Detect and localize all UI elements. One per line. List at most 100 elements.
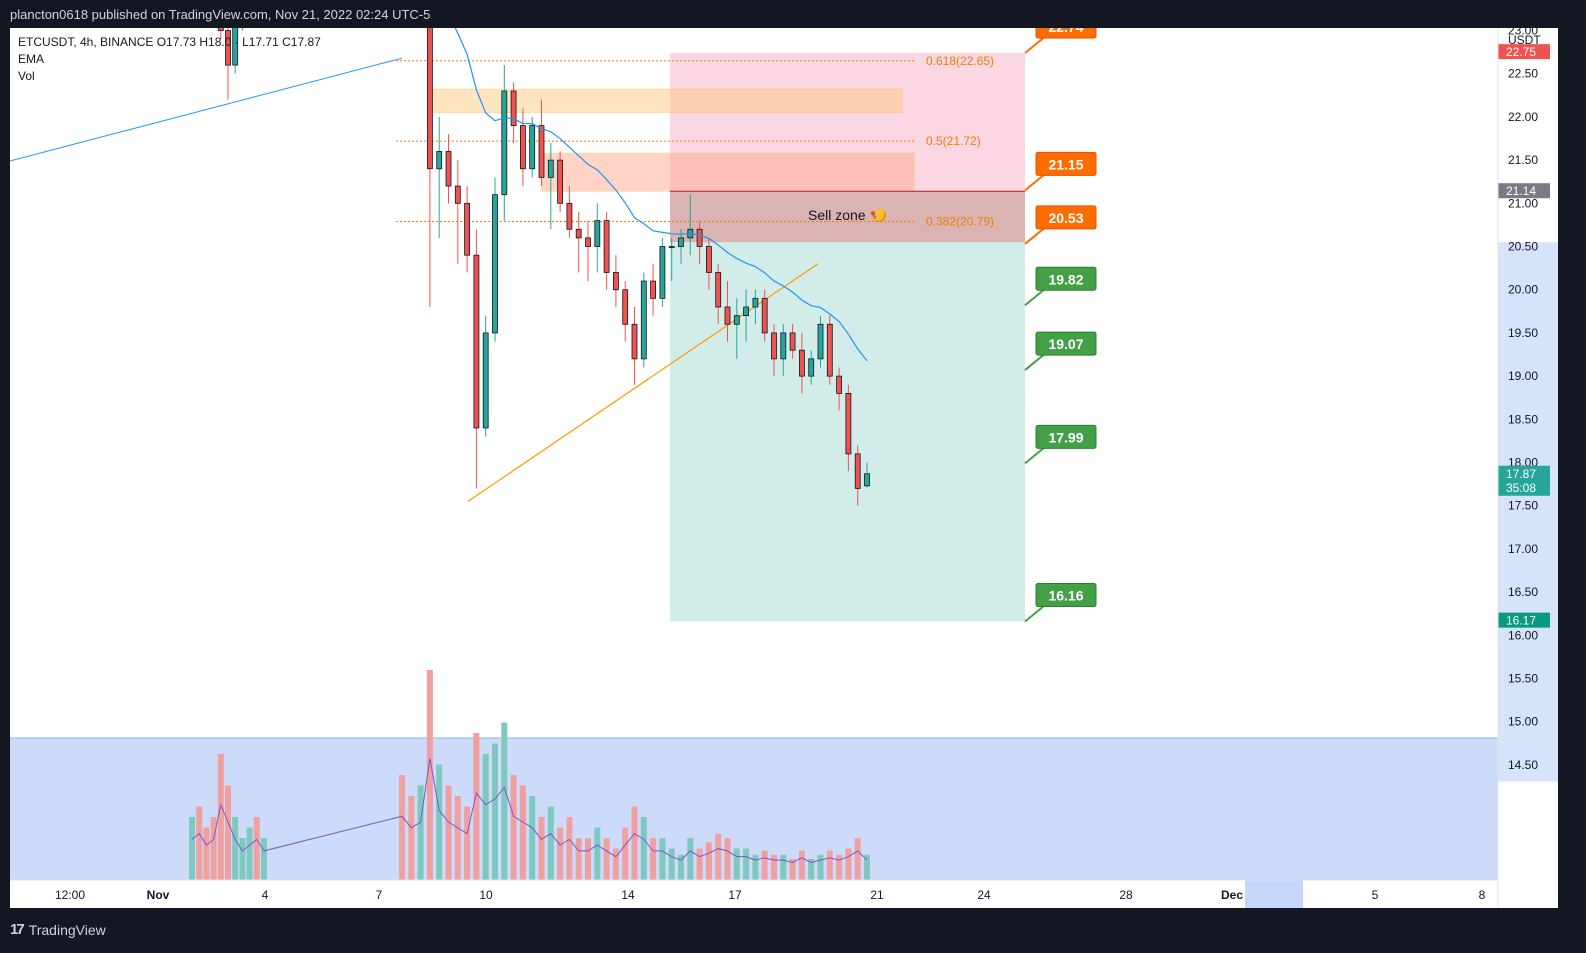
volume-bar	[436, 764, 443, 880]
candles-group	[217, 0, 870, 506]
candle-body	[789, 332, 796, 351]
candle-body	[426, 0, 433, 170]
candle-body	[566, 202, 573, 230]
time-tick-label: 24	[977, 888, 991, 902]
candle-body	[529, 125, 536, 170]
price-tick-label: 19.50	[1508, 326, 1538, 340]
volume-bar	[253, 817, 260, 880]
volume-bar	[752, 854, 759, 880]
candle-body	[445, 151, 452, 187]
volume-bar	[482, 754, 489, 880]
candle-body	[547, 159, 554, 178]
volume-bar	[529, 796, 536, 880]
volume-bar	[808, 859, 815, 880]
volume-bar	[705, 842, 712, 880]
volume-bar	[399, 775, 405, 880]
brand-name: TradingView	[28, 921, 106, 938]
volume-bar	[798, 850, 805, 880]
chart-area[interactable]: Sell zone 🍤0.786(23.99)0.618(22.65)0.5(2…	[9, 0, 1558, 908]
volume-bar	[780, 854, 787, 880]
volume-bar	[203, 827, 210, 880]
tradingview-logo[interactable]: 17 TradingView	[10, 921, 106, 938]
candle-body	[761, 297, 768, 334]
volume-bar	[687, 838, 694, 880]
candle-body	[585, 237, 591, 247]
price-chart[interactable]: Sell zone 🍤0.786(23.99)0.618(22.65)0.5(2…	[9, 0, 1558, 908]
volume-bar	[210, 817, 217, 880]
price-tick-label: 19.00	[1508, 369, 1538, 383]
volume-bar	[557, 827, 564, 880]
price-tick-label: 15.00	[1508, 715, 1538, 729]
price-tick-label: 20.50	[1508, 240, 1538, 254]
volume-bar	[519, 785, 526, 880]
price-axis-unit: USDT	[1508, 33, 1541, 47]
price-badge-2	[1498, 465, 1550, 496]
time-axis-highlight	[1245, 880, 1303, 908]
volume-bar	[538, 817, 545, 880]
candle-body	[706, 246, 712, 273]
candle-body	[603, 220, 610, 273]
publish-header: plancton0618 published on TradingView.co…	[0, 0, 1586, 28]
price-badge-0	[1498, 44, 1550, 60]
volume-bar	[585, 838, 591, 880]
supply-box-lower	[541, 152, 915, 192]
time-tick-label: Dec	[1221, 888, 1243, 902]
volume-bar	[836, 854, 843, 880]
price-badge-3	[1498, 612, 1550, 628]
time-tick-label: 5	[1372, 888, 1379, 902]
volume-ma-line	[191, 758, 868, 863]
time-tick-label: 21	[870, 888, 884, 902]
price-badge-timer-2: 35:08	[1506, 481, 1536, 495]
volume-bar	[854, 838, 861, 880]
candle-body	[808, 358, 815, 377]
volume-bar	[826, 850, 833, 880]
volume-bar	[603, 838, 610, 880]
price-axis-highlight	[1498, 242, 1558, 782]
volume-bar	[408, 796, 415, 880]
candle-body	[733, 315, 740, 325]
candle-body	[557, 159, 563, 204]
price-tick-label: 17.00	[1508, 542, 1538, 556]
volume-indicator-label[interactable]: Vol	[18, 69, 35, 83]
time-tick-label: 4	[262, 888, 269, 902]
volume-bar	[501, 722, 508, 880]
candle-body	[780, 332, 787, 360]
volume-bar	[696, 848, 703, 880]
candle-body	[668, 246, 675, 248]
price-badge-label-0: 22.75	[1506, 45, 1536, 59]
price-badge-label-1: 21.14	[1506, 184, 1536, 198]
volume-bar	[225, 785, 231, 880]
volume-bar	[640, 817, 647, 880]
callout-box-2	[1035, 205, 1097, 230]
time-tick-label: Nov	[147, 888, 170, 902]
volume-bar	[239, 838, 246, 880]
price-tick-label: 22.00	[1508, 110, 1538, 124]
price-badge-label-3: 16.17	[1506, 614, 1536, 628]
callout-box-3	[1035, 266, 1097, 291]
volume-bar	[743, 848, 750, 880]
volume-bar	[845, 848, 852, 880]
candle-body	[771, 332, 777, 360]
candle-body	[817, 323, 824, 360]
candle-body	[836, 375, 842, 394]
price-badge-1	[1498, 183, 1550, 199]
volume-bar	[445, 785, 452, 880]
fib-label-3: 0.382(20.79)	[926, 214, 994, 228]
fib-label-1: 0.618(22.65)	[926, 54, 994, 68]
candle-body	[659, 246, 666, 299]
time-tick-label: 7	[376, 888, 383, 902]
time-tick-label: 12:00	[55, 888, 85, 902]
volume-bar	[566, 817, 573, 880]
candle-body	[845, 393, 852, 455]
ema-indicator-label[interactable]: EMA	[18, 52, 45, 66]
price-tick-label: 21.50	[1508, 153, 1538, 167]
price-tick-label: 22.50	[1508, 67, 1538, 81]
candle-body	[519, 125, 526, 170]
volume-bar	[761, 850, 768, 880]
callout-box-4	[1035, 331, 1097, 356]
price-tick-label: 23.00	[1508, 28, 1538, 38]
price-tick-label: 21.00	[1508, 196, 1538, 210]
symbol-line[interactable]: ETCUSDT, 4h, BINANCE O17.73 H18.0 · L17.…	[18, 35, 321, 49]
candle-body	[510, 90, 517, 126]
volume-bar	[473, 733, 480, 880]
